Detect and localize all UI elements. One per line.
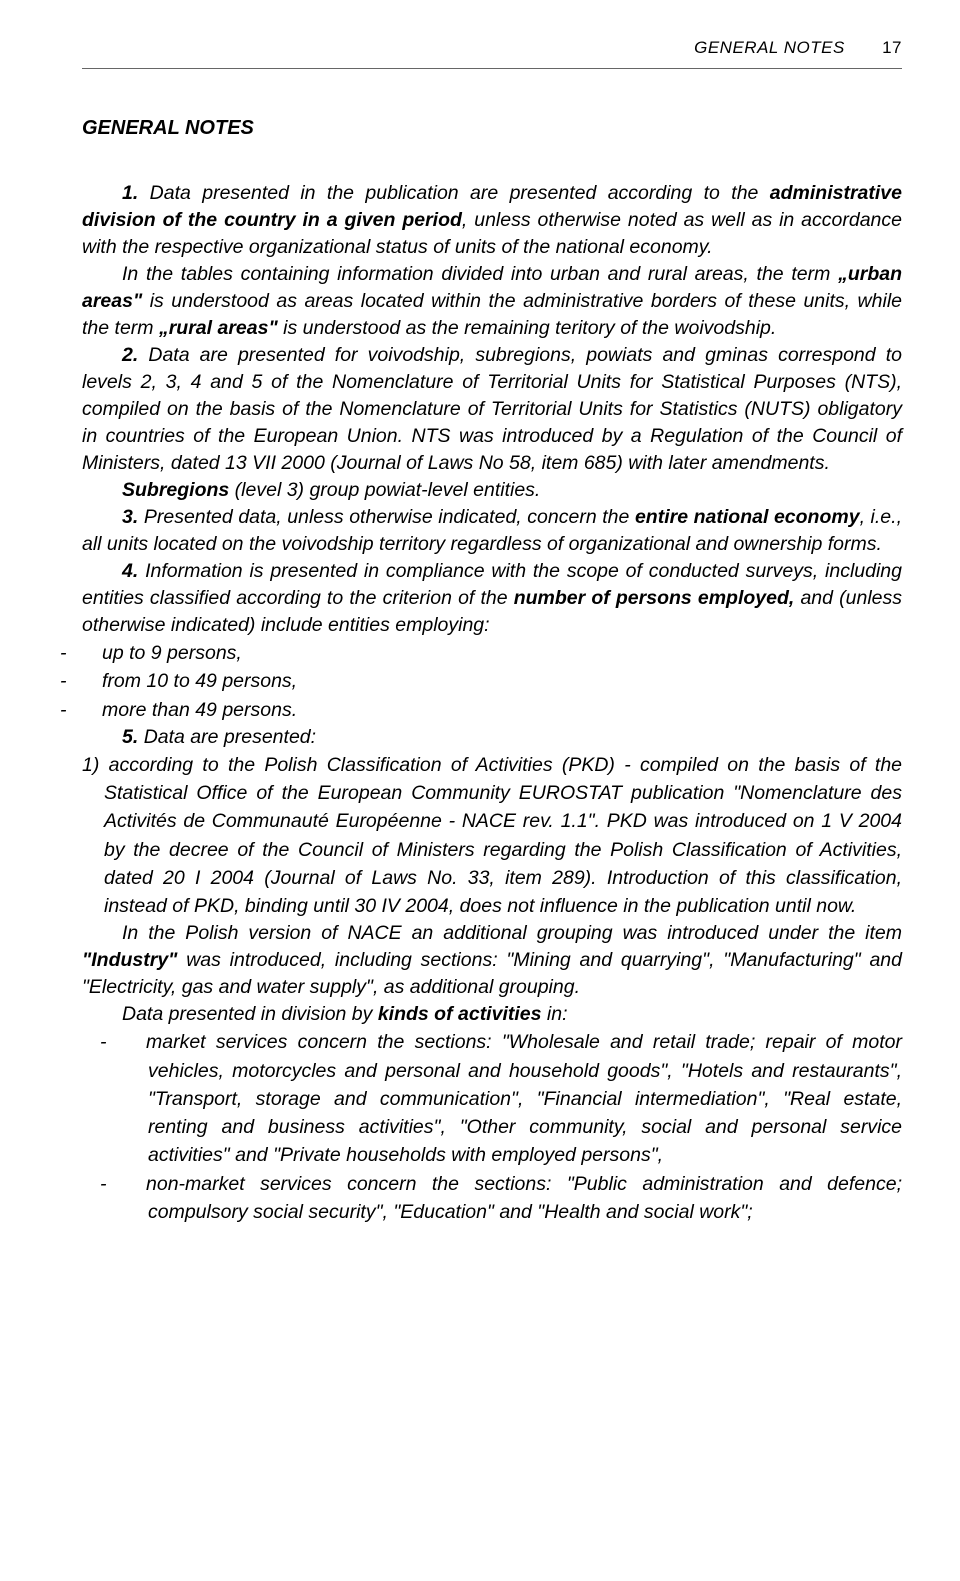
bullet-b: - from 10 to 49 persons,: [82, 667, 902, 695]
item-1: 1) according to the Polish Classificatio…: [82, 751, 902, 921]
paragraph-3: 3. Presented data, unless otherwise indi…: [82, 504, 902, 558]
subitem-market: - market services concern the sections: …: [82, 1028, 902, 1169]
bullet-c: - more than 49 persons.: [82, 696, 902, 724]
running-header: GENERAL NOTES 17: [82, 38, 902, 58]
paragraph-2: 2. Data are presented for voivodship, su…: [82, 342, 902, 477]
page-title: GENERAL NOTES: [82, 117, 902, 140]
paragraph-7: Data presented in division by kinds of a…: [82, 1001, 902, 1028]
paragraph-1b: In the tables containing information div…: [82, 261, 902, 342]
paragraph-4: 4. Information is presented in complianc…: [82, 558, 902, 639]
paragraph-6: In the Polish version of NACE an additio…: [82, 920, 902, 1001]
page-number: 17: [882, 38, 902, 58]
header-rule: [82, 68, 902, 69]
subitem-nonmarket: - non-market services concern the sectio…: [82, 1170, 902, 1227]
header-label: GENERAL NOTES: [694, 38, 845, 57]
paragraph-2b: Subregions (level 3) group powiat-level …: [82, 477, 902, 504]
paragraph-1: 1. Data presented in the publication are…: [82, 180, 902, 261]
bullet-a: - up to 9 persons,: [82, 639, 902, 667]
paragraph-5: 5. Data are presented:: [82, 724, 902, 751]
